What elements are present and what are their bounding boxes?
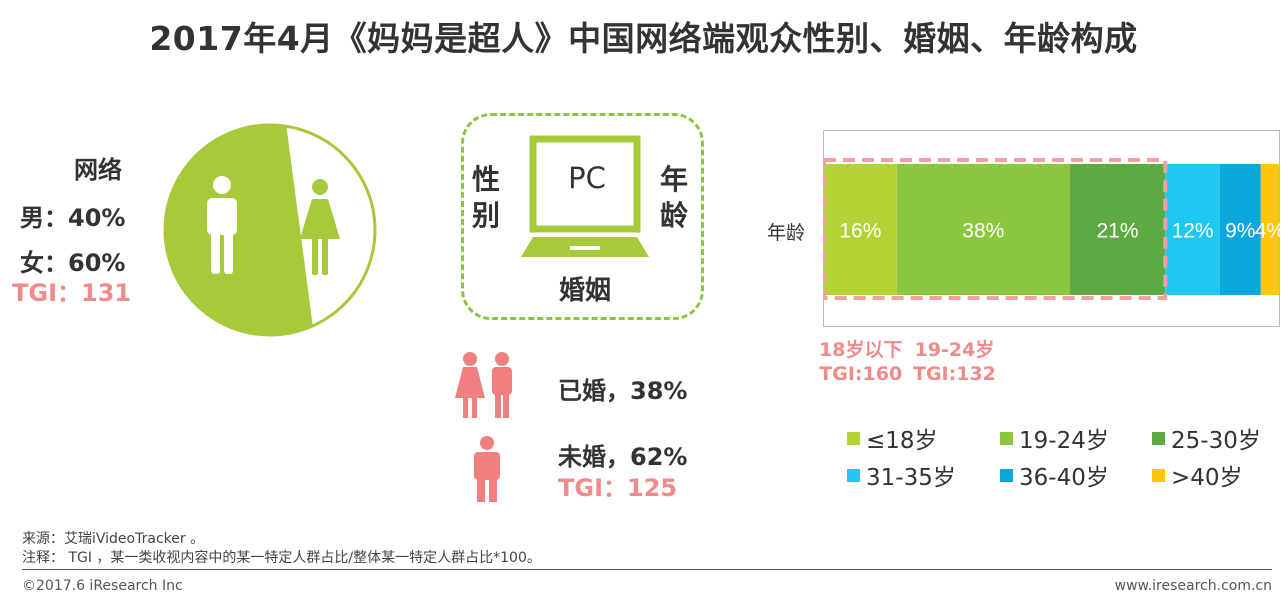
bar-segment-label: 12%: [1172, 220, 1214, 243]
married-percentage: 已婚，38%: [558, 377, 688, 405]
bar-segment: [1219, 164, 1261, 295]
pc-frame: [461, 113, 704, 320]
legend-label: ≤18岁: [866, 428, 938, 454]
bar-segment-label: 4%: [1255, 220, 1280, 243]
gender-pie-chart: [163, 123, 377, 337]
male-icon: [207, 176, 237, 274]
marriage-label: 婚姻: [558, 276, 611, 306]
legend-swatch: [1000, 468, 1013, 482]
page-title: 2017年4月《妈妈是超人》中国网络端观众性别、婚姻、年龄构成: [149, 19, 1138, 58]
tgi-note: 注释： TGI ，某一类收视内容中的某一特定人群占比/整体某一特定人群占比*10…: [22, 550, 541, 566]
copyright: ©2017.6 iResearch Inc: [22, 578, 183, 594]
legend-label: 25-30岁: [1171, 428, 1261, 454]
highlight-dashed-box: [823, 158, 1168, 300]
age-annotation-19-24-range: 19-24岁: [914, 339, 995, 361]
bar-segment: [1260, 164, 1279, 295]
age-stacked-bar-chart: 16% 38% 21% 12% 9%4%: [823, 130, 1280, 327]
legend-swatch: [1000, 431, 1013, 445]
bar-segment-label: 21%: [1096, 220, 1138, 243]
gender-vertical-label: 性 别: [469, 162, 503, 234]
age-annotation-under18-tgi: TGI:160: [819, 363, 903, 385]
age-vertical-label: 年 龄: [657, 162, 691, 234]
single-percentage: 未婚，62%: [558, 443, 688, 471]
legend-label: 19-24岁: [1019, 428, 1109, 454]
bar-segment: [824, 164, 897, 295]
gender-header: 网络: [74, 156, 122, 184]
gender-tgi: TGI：131: [12, 279, 132, 307]
website-link[interactable]: www.iresearch.com.cn: [1114, 578, 1272, 594]
bar-segment: [1069, 164, 1166, 295]
source-note: 来源：艾瑞iVideoTracker 。: [22, 531, 205, 547]
legend-label: 31-35岁: [866, 465, 956, 491]
legend-label: >40岁: [1171, 465, 1243, 491]
female-percentage: 女：60%: [20, 249, 126, 277]
marital-tgi: TGI：125: [558, 474, 678, 502]
legend-item-under18: ≤18岁: [847, 421, 938, 455]
legend-swatch: [1152, 431, 1165, 445]
footer-divider: [22, 569, 1272, 570]
gender-vertical-char-1: 性: [471, 163, 500, 196]
bar-segment-label: 16%: [839, 220, 881, 243]
legend-swatch: [847, 468, 860, 482]
single-person-icon: [474, 436, 500, 502]
age-annotation-19-24: 19-24岁 TGI:132: [913, 338, 996, 386]
age-annotation-19-24-tgi: TGI:132: [913, 363, 996, 385]
gender-vertical-char-2: 别: [471, 199, 500, 232]
legend-item-25-30: 25-30岁: [1152, 421, 1261, 455]
chart-frame: [823, 130, 1280, 327]
age-axis-label: 年龄: [767, 222, 806, 244]
bar-segment-label: 38%: [962, 220, 1004, 243]
bar-segment: [1165, 164, 1220, 295]
legend-item-over40: >40岁: [1152, 458, 1243, 492]
bar-segment-label: 9%: [1225, 220, 1255, 243]
legend-swatch: [847, 431, 860, 445]
male-percentage: 男：40%: [20, 204, 126, 232]
age-vertical-char-2: 龄: [659, 199, 688, 232]
legend-label: 36-40岁: [1019, 465, 1109, 491]
age-annotation-under18-range: 18岁以下: [819, 339, 903, 361]
laptop-icon: [521, 135, 649, 257]
bar-segment: [896, 164, 1070, 295]
age-vertical-char-1: 年: [659, 163, 688, 196]
legend-swatch: [1152, 468, 1165, 482]
legend-item-31-35: 31-35岁: [847, 458, 956, 492]
married-couple-icon: [455, 352, 512, 418]
pie-slice-male: [165, 125, 313, 336]
legend-item-19-24: 19-24岁: [1000, 421, 1109, 455]
pc-label: PC: [568, 161, 606, 195]
age-annotation-under18: 18岁以下 TGI:160: [819, 338, 902, 386]
legend-item-36-40: 36-40岁: [1000, 458, 1109, 492]
female-icon: [300, 179, 340, 275]
